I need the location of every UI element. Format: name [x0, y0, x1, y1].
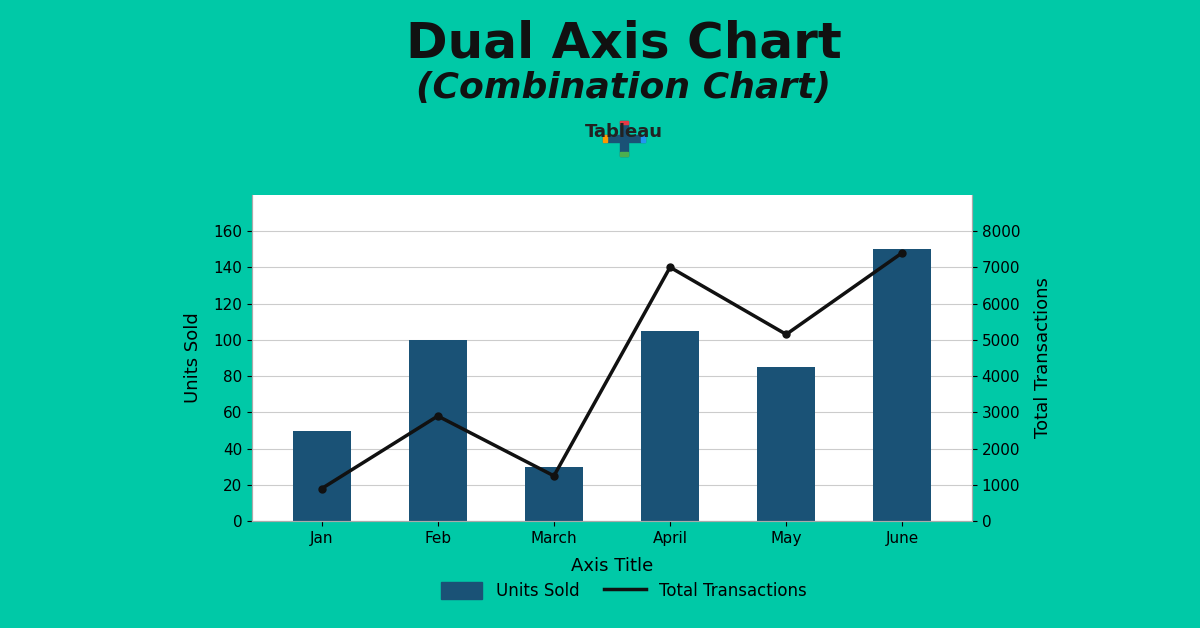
Bar: [757, 367, 815, 521]
Bar: [641, 331, 700, 521]
Bar: [602, 134, 607, 142]
Bar: [409, 340, 467, 521]
Bar: [874, 249, 931, 521]
Y-axis label: Units Sold: Units Sold: [184, 313, 202, 403]
Bar: [619, 152, 629, 156]
Y-axis label: Total Transactions: Total Transactions: [1034, 278, 1052, 438]
Bar: [641, 134, 646, 142]
X-axis label: Axis Title: Axis Title: [571, 557, 653, 575]
Text: Tableau: Tableau: [586, 123, 662, 141]
Bar: [293, 431, 350, 521]
Bar: [619, 121, 629, 156]
Bar: [619, 121, 629, 124]
Bar: [524, 467, 583, 521]
Text: Dual Axis Chart: Dual Axis Chart: [406, 20, 842, 68]
Bar: [602, 134, 646, 142]
Text: (Combination Chart): (Combination Chart): [416, 71, 832, 105]
Legend: Units Sold, Total Transactions: Units Sold, Total Transactions: [434, 576, 814, 607]
